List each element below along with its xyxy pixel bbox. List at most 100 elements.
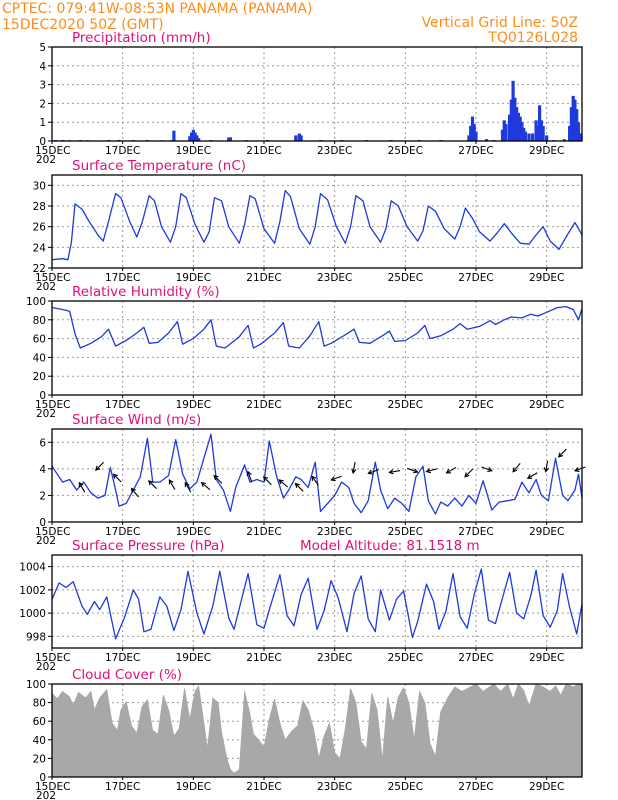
x-tick-label: 17DEC <box>105 652 140 664</box>
y-tick-label: 80 <box>33 698 46 710</box>
panel-3: 0 20 40 60 80 100 15DEC 17DEC 19DEC 21DEC 23DEC 25D… <box>26 284 583 420</box>
y-tick-label: 6 <box>39 437 46 449</box>
x-tick-label: 25DEC <box>388 145 423 157</box>
wind-arrow-head <box>94 465 101 471</box>
precip-bar <box>538 105 542 141</box>
precip-bar <box>534 120 538 141</box>
x-tick-label: 27DEC <box>458 526 493 538</box>
x-tick-label: 27DEC <box>458 781 493 793</box>
cloud-cover-area <box>51 683 583 778</box>
y-tick-label: 22 <box>33 263 46 275</box>
wind-arrow <box>330 475 342 482</box>
y-tick-label: 3 <box>39 80 46 92</box>
y-tick-label: 998 <box>26 631 46 643</box>
y-tick-label: 100 <box>26 679 46 691</box>
x-tick-label: 15DEC <box>35 145 70 157</box>
wind-arrow-head <box>367 469 373 475</box>
wind-arrow <box>147 480 157 490</box>
wind-arrow-head <box>557 452 564 458</box>
panel-6: 0 20 40 60 80 100 15DEC 17DEC 19DEC 21DEC 23DEC 25D… <box>26 667 583 800</box>
x-tick-label: 23DEC <box>317 526 352 538</box>
wind-arrow <box>512 462 521 473</box>
wind-arrow <box>543 460 549 473</box>
wind-arrow-shaft <box>464 468 474 478</box>
header-grid-line: Vertical Grid Line: 50Z <box>422 15 578 31</box>
precip-bar <box>523 131 528 141</box>
y-tick-label: 20 <box>33 371 46 383</box>
precip-bar <box>294 135 298 141</box>
precip-bar <box>527 133 531 141</box>
wind-arrow-head <box>543 467 549 473</box>
x-tick-label: 21DEC <box>246 399 281 411</box>
wind-arrow-shaft <box>201 482 211 491</box>
panel-title: Surface Temperature (nC) <box>72 158 246 174</box>
precip-bar <box>573 99 577 141</box>
x-tick-label: 19DEC <box>176 272 211 284</box>
y-tick-label: 80 <box>33 315 46 327</box>
wind-arrow-head <box>112 473 118 479</box>
x-tick-label: 29DEC <box>529 145 564 157</box>
panel-frame <box>51 428 583 523</box>
precip-bar <box>188 136 192 141</box>
precip-bar <box>193 132 197 141</box>
wind-arrow <box>407 467 419 474</box>
x-tick-label: 19DEC <box>176 781 211 793</box>
series-line-2 <box>51 189 583 261</box>
x-tick-label: 21DEC <box>246 526 281 538</box>
wind-arrow <box>526 472 538 479</box>
wind-arrow-shaft <box>407 467 418 473</box>
wind-arrow-shaft <box>213 475 223 484</box>
precip-bar <box>470 116 475 141</box>
precip-bar <box>541 125 545 141</box>
wind-arrow-head <box>512 467 518 473</box>
y-tick-label: 4 <box>39 464 46 476</box>
wind-arrow-head <box>487 466 493 472</box>
wind-arrow-head <box>526 474 533 479</box>
wind-arrow-head <box>200 481 207 487</box>
wind-arrow-shaft <box>545 460 549 472</box>
wind-arrow <box>481 466 493 472</box>
y-tick-label: 24 <box>33 242 47 254</box>
precip-bar <box>504 124 508 141</box>
x-tick-label: 29DEC <box>529 399 564 411</box>
wind-arrow <box>112 473 122 483</box>
wind-arrow-head <box>330 476 336 482</box>
precip-bar <box>530 133 535 141</box>
y-tick-label: 60 <box>33 716 46 728</box>
y-tick-label: 26 <box>33 222 47 234</box>
precip-bar <box>513 97 517 141</box>
panel-frame <box>51 683 583 778</box>
panel-frame <box>51 300 583 396</box>
wind-arrow-head <box>147 480 154 486</box>
precip-bar <box>545 135 549 141</box>
y-tick-label: 1 <box>39 117 46 129</box>
panel-2: 22 24 26 28 30 15DEC 17DEC 19DEC 21DEC 23DEC 25DEC… <box>33 158 583 293</box>
wind-arrow <box>78 481 86 493</box>
y-tick-label: 40 <box>33 735 46 747</box>
wind-arrow-head <box>445 468 452 474</box>
precip-bar <box>197 138 201 141</box>
wind-arrow-shaft <box>131 488 139 498</box>
x-tick-label: 17DEC <box>105 272 140 284</box>
panel-frame <box>51 554 583 649</box>
x-tick-label: 23DEC <box>317 145 352 157</box>
x-axis-year-stub: 202 <box>36 661 56 673</box>
x-tick-label: 17DEC <box>105 399 140 411</box>
wind-arrow-head <box>168 479 174 485</box>
precip-bar <box>485 139 489 141</box>
x-axis-year-stub: 202 <box>36 281 56 293</box>
wind-arrow <box>262 476 272 486</box>
precip-bar <box>575 109 579 141</box>
wind-arrow-head <box>425 468 432 474</box>
x-tick-label: 19DEC <box>176 399 211 411</box>
x-tick-label: 23DEC <box>317 652 352 664</box>
x-axis-year-stub: 202 <box>36 408 56 420</box>
precip-bar <box>518 116 522 141</box>
y-tick-label: 1002 <box>19 585 46 597</box>
panel-frame <box>51 46 583 142</box>
wind-arrow-head <box>351 468 357 475</box>
x-tick-label: 21DEC <box>246 652 281 664</box>
wind-arrow <box>213 474 223 484</box>
precip-bar <box>472 124 476 141</box>
wind-arrow-shaft <box>184 482 192 493</box>
